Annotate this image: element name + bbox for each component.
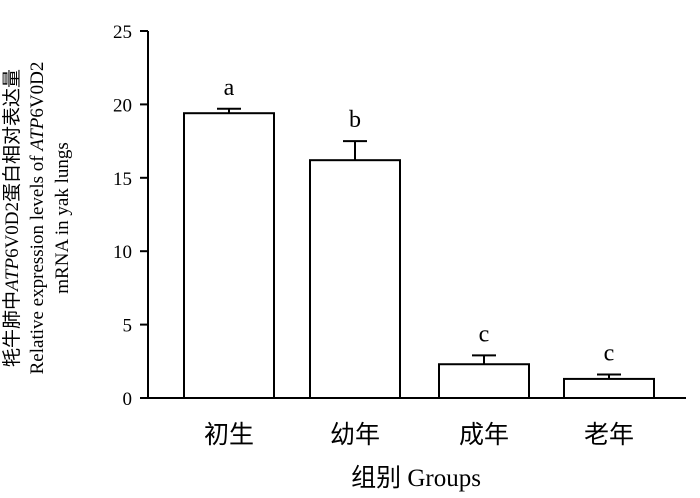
y-tick-label: 0 (123, 389, 133, 410)
y-axis-ticks: 0 5 10 15 20 25 (113, 22, 148, 410)
y-axis-title-line-1: 牦牛肺中ATP6V0D2蛋白相对表达量 (1, 69, 23, 367)
error-bars (217, 107, 621, 379)
category-label: 初生 (204, 421, 254, 449)
bar (563, 377, 655, 399)
bar (438, 363, 530, 399)
y-axis-title-line-2: Relative expression levels of ATP6V0D2 (27, 62, 48, 375)
y-tick-label: 5 (123, 316, 133, 337)
category-label: 成年 (459, 421, 509, 449)
bars (183, 112, 655, 399)
category-label: 老年 (584, 421, 634, 449)
significance-letter: c (604, 341, 615, 367)
significance-letter: a (224, 75, 235, 101)
y-tick-label: 20 (113, 95, 132, 116)
category-labels: 初生 幼年 成年 老年 (204, 421, 634, 449)
y-tick-label: 15 (113, 169, 132, 190)
y-axis-title-line-3: mRNA in yak lungs (52, 142, 73, 293)
significance-letter: c (479, 321, 490, 347)
y-tick-label: 25 (113, 22, 132, 43)
y-axis-title: 牦牛肺中ATP6V0D2蛋白相对表达量 Relative expression … (1, 62, 73, 375)
y-tick-label: 10 (113, 242, 132, 263)
x-axis-title: 组别 Groups (351, 464, 481, 492)
bar (183, 112, 275, 399)
category-label: 幼年 (330, 421, 380, 449)
significance-labels: a b c c (224, 75, 615, 367)
bar (309, 159, 401, 399)
significance-letter: b (349, 107, 361, 133)
